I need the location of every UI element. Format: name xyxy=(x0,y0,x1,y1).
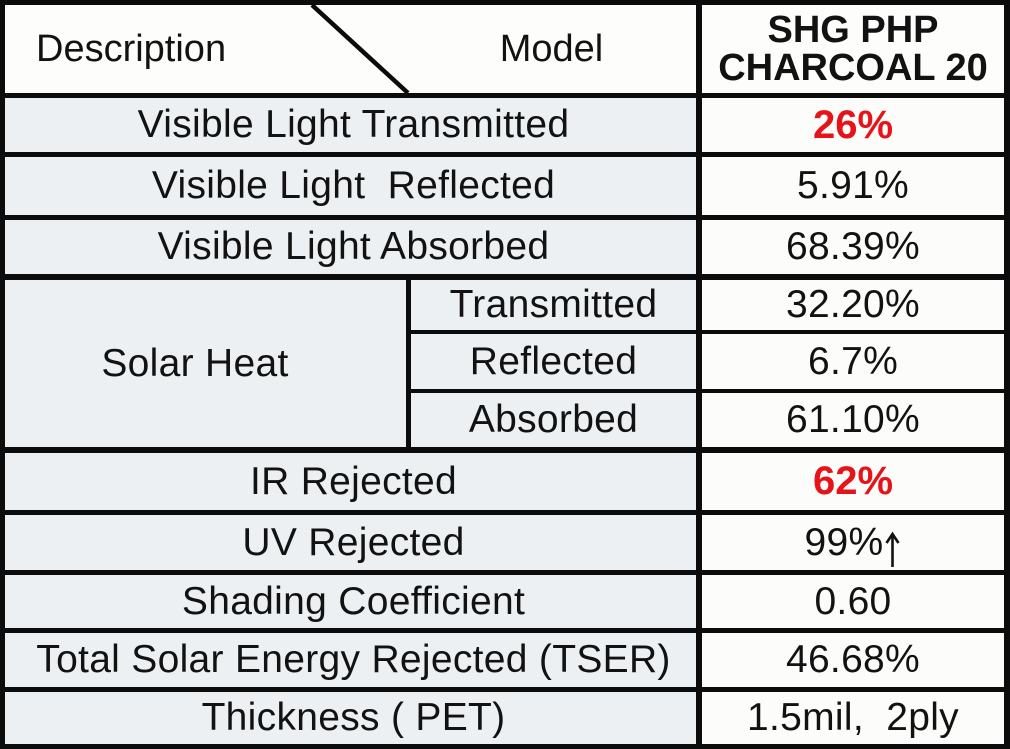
row-label: Total Solar Energy Rejected (TSER) xyxy=(5,633,696,687)
sub-row-value: 61.10% xyxy=(702,393,1004,447)
row-divider xyxy=(5,687,1004,692)
row-label: Visible Light Absorbed xyxy=(5,220,696,274)
column-divider xyxy=(696,280,702,330)
column-divider xyxy=(696,157,702,215)
column-divider xyxy=(696,633,702,687)
row-thickness: Thickness ( PET) 1.5mil, 2ply xyxy=(5,692,1004,744)
row-divider xyxy=(5,152,1004,157)
row-value: 26% xyxy=(702,98,1004,152)
row-divider xyxy=(5,510,1004,515)
uv-value-text: 99% xyxy=(804,520,884,564)
diagonal-divider-line xyxy=(310,5,410,93)
header-description-model-cell: Description Model xyxy=(5,5,696,93)
row-divider xyxy=(5,215,1004,220)
row-uv-rejected: UV Rejected 99% xyxy=(5,515,1004,570)
model-name-line1: SHG PHP xyxy=(767,9,939,51)
row-divider xyxy=(5,93,1004,98)
row-tser: Total Solar Energy Rejected (TSER) 46.68… xyxy=(5,633,1004,687)
column-divider xyxy=(696,220,702,274)
row-visible-light-transmitted: Visible Light Transmitted 26% xyxy=(5,98,1004,152)
row-solar-heat-absorbed: Absorbed 61.10% xyxy=(411,393,1004,447)
row-divider xyxy=(5,447,1004,453)
up-arrow-icon xyxy=(885,531,901,567)
row-label: Thickness ( PET) xyxy=(5,692,696,744)
model-header-label: Model xyxy=(499,27,604,70)
row-visible-light-reflected: Visible Light Reflected 5.91% xyxy=(5,157,1004,215)
column-divider xyxy=(696,98,702,152)
header-row: Description Model SHG PHP CHARCOAL 20 xyxy=(5,5,1004,93)
model-name-line2: CHARCOAL 20 xyxy=(718,47,988,89)
row-divider xyxy=(5,628,1004,633)
column-divider xyxy=(696,453,702,510)
row-value: 46.68% xyxy=(702,633,1004,687)
row-label: IR Rejected xyxy=(5,453,696,510)
column-divider xyxy=(696,515,702,570)
column-divider xyxy=(696,334,702,389)
row-value: 1.5mil, 2ply xyxy=(702,692,1004,744)
row-solar-heat-transmitted: Transmitted 32.20% xyxy=(411,280,1004,330)
column-divider xyxy=(696,692,702,744)
row-label: Shading Coefficient xyxy=(5,575,696,628)
row-value: 62% xyxy=(702,453,1004,510)
row-divider xyxy=(5,274,1004,280)
row-visible-light-absorbed: Visible Light Absorbed 68.39% xyxy=(5,220,1004,274)
sub-row-value: 6.7% xyxy=(702,334,1004,389)
sub-row-divider xyxy=(411,330,1004,334)
row-label: UV Rejected xyxy=(5,515,696,570)
column-divider xyxy=(696,393,702,447)
row-value: 68.39% xyxy=(702,220,1004,274)
sub-row-divider xyxy=(411,389,1004,393)
row-divider xyxy=(5,570,1004,575)
row-value: 5.91% xyxy=(702,157,1004,215)
column-divider xyxy=(406,280,411,447)
solar-heat-group-label: Solar Heat xyxy=(5,280,406,447)
row-shading-coefficient: Shading Coefficient 0.60 xyxy=(5,575,1004,628)
model-name-cell: SHG PHP CHARCOAL 20 xyxy=(702,5,1004,93)
row-label: Visible Light Reflected xyxy=(5,157,696,215)
row-solar-heat-reflected: Reflected 6.7% xyxy=(411,334,1004,389)
description-header-label: Description xyxy=(36,27,227,70)
row-value: 0.60 xyxy=(702,575,1004,628)
row-label: Visible Light Transmitted xyxy=(5,98,696,152)
sub-row-label: Reflected xyxy=(411,334,696,389)
sub-row-value: 32.20% xyxy=(702,280,1004,330)
column-divider xyxy=(696,5,702,93)
sub-row-label: Absorbed xyxy=(411,393,696,447)
row-ir-rejected: IR Rejected 62% xyxy=(5,453,1004,510)
solar-heat-section: Solar Heat Transmitted 32.20% Reflected … xyxy=(5,280,1004,447)
sub-row-label: Transmitted xyxy=(411,280,696,330)
row-value: 99% xyxy=(702,515,1004,570)
column-divider xyxy=(696,575,702,628)
